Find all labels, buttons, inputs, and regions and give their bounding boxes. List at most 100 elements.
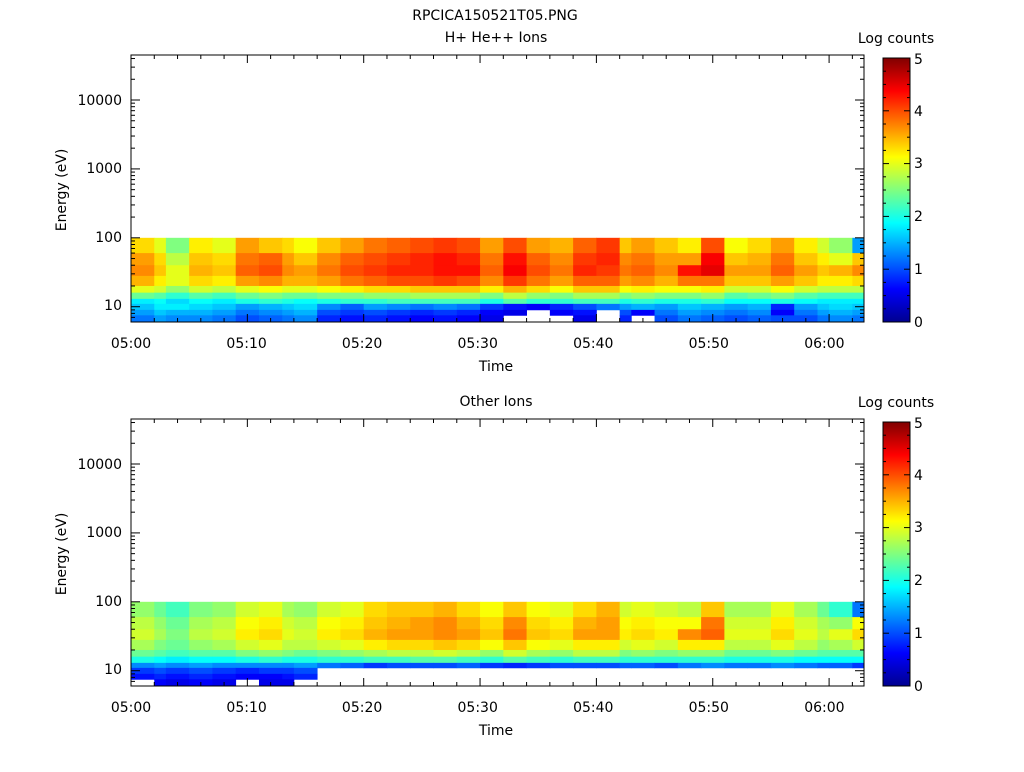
heatmap-cell (573, 292, 597, 300)
heatmap-cell (701, 639, 725, 651)
heatmap-cell (258, 629, 283, 641)
heatmap-cell (189, 617, 213, 630)
heatmap-cell (340, 253, 365, 266)
heatmap-cell (433, 275, 458, 287)
heatmap-cell (317, 617, 341, 630)
heatmap-cell (701, 253, 725, 266)
heatmap-cell (433, 303, 458, 311)
heatmap-cell (549, 629, 574, 641)
heatmap-cell (701, 275, 725, 287)
plot-frame (130, 418, 865, 687)
y-tick-label: 10000 (77, 457, 122, 473)
heatmap-cell (317, 237, 341, 254)
colorbar-tick-label: 0 (914, 315, 923, 331)
heatmap-cell (770, 298, 795, 305)
heatmap-cell (189, 303, 213, 311)
heatmap-cell (154, 649, 167, 658)
heatmap-cell (340, 303, 365, 311)
heatmap-cell (293, 649, 318, 658)
heatmap-cell (165, 309, 190, 316)
heatmap-cell (852, 275, 865, 287)
heatmap-cell (410, 298, 434, 305)
heatmap-cell (747, 662, 772, 669)
heatmap-cell (293, 315, 318, 323)
x-tick-label: 05:00 (111, 700, 151, 716)
heatmap-cell (747, 629, 772, 641)
heatmap-cell (573, 601, 597, 618)
heatmap-cell (794, 265, 818, 277)
heatmap-cell (410, 662, 434, 669)
heatmap-cell (235, 656, 260, 664)
heatmap-cell (165, 292, 190, 300)
x-tick-label: 05:40 (573, 336, 613, 352)
heatmap-cell (829, 649, 853, 658)
heatmap-cell (189, 656, 213, 664)
heatmap-cell (852, 253, 865, 266)
heatmap-cell (503, 662, 527, 669)
heatmap-cell (596, 629, 621, 641)
heatmap-cell (549, 265, 574, 277)
heatmap-cell (747, 265, 772, 277)
colorbar-tick-label: 4 (914, 104, 923, 120)
heatmap-cell (433, 662, 458, 669)
heatmap-cell (154, 673, 167, 680)
heatmap-cell (154, 298, 167, 305)
heatmap-cell (410, 315, 434, 323)
heatmap-cell (282, 292, 295, 300)
heatmap-cell (131, 298, 155, 305)
heatmap-cell (573, 303, 597, 311)
heatmap-cell (701, 601, 725, 618)
colorbar (882, 57, 911, 323)
heatmap-cell (654, 656, 679, 664)
heatmap-cell (549, 253, 574, 266)
heatmap-cell (747, 275, 772, 287)
colorbar-tick-label: 3 (914, 156, 923, 172)
heatmap-cell (212, 275, 237, 287)
heatmap-cell (212, 629, 237, 641)
heatmap-cell (701, 298, 725, 305)
heatmap-cell (794, 617, 818, 630)
heatmap-cell (410, 275, 434, 287)
heatmap-cell (817, 275, 830, 287)
colorbar-tick-label: 4 (914, 468, 923, 484)
heatmap-cell (852, 617, 865, 630)
heatmap-cell (724, 303, 749, 311)
heatmap-cell (131, 667, 155, 675)
heatmap-cell (189, 667, 213, 675)
heatmap-cell (293, 275, 318, 287)
heatmap-cell (829, 617, 853, 630)
heatmap-cell (410, 629, 434, 641)
heatmap-cell (340, 292, 365, 300)
heatmap-cell (433, 265, 458, 277)
heatmap-cell (852, 601, 865, 618)
heatmap-cell (293, 617, 318, 630)
heatmap-cell (235, 629, 260, 641)
heatmap-cell (654, 303, 679, 311)
heatmap-cell (596, 292, 621, 300)
heatmap-cell (526, 662, 551, 669)
heatmap-cell (829, 315, 853, 323)
heatmap-cell (282, 298, 295, 305)
heatmap-cell (189, 265, 213, 277)
heatmap-cell (526, 265, 551, 277)
heatmap-cell (165, 639, 190, 651)
heatmap-cell (340, 315, 365, 323)
heatmap-cell (747, 309, 772, 316)
heatmap-cell (258, 662, 283, 669)
heatmap-cell (852, 285, 865, 294)
heatmap-cell (433, 601, 458, 618)
heatmap-cell (829, 298, 853, 305)
heatmap-cell (817, 617, 830, 630)
heatmap-cell (386, 601, 411, 618)
heatmap-cell (282, 285, 295, 294)
heatmap-cell (340, 662, 365, 669)
heatmap-cell (480, 292, 504, 300)
heatmap-cell (340, 649, 365, 658)
heatmap-cell (363, 649, 388, 658)
heatmap-cell (165, 656, 190, 664)
heatmap-cell (631, 265, 655, 277)
heatmap-cell (770, 649, 795, 658)
x-tick-label: 05:30 (458, 700, 498, 716)
heatmap-cell (154, 285, 167, 294)
heatmap-cell (573, 285, 597, 294)
